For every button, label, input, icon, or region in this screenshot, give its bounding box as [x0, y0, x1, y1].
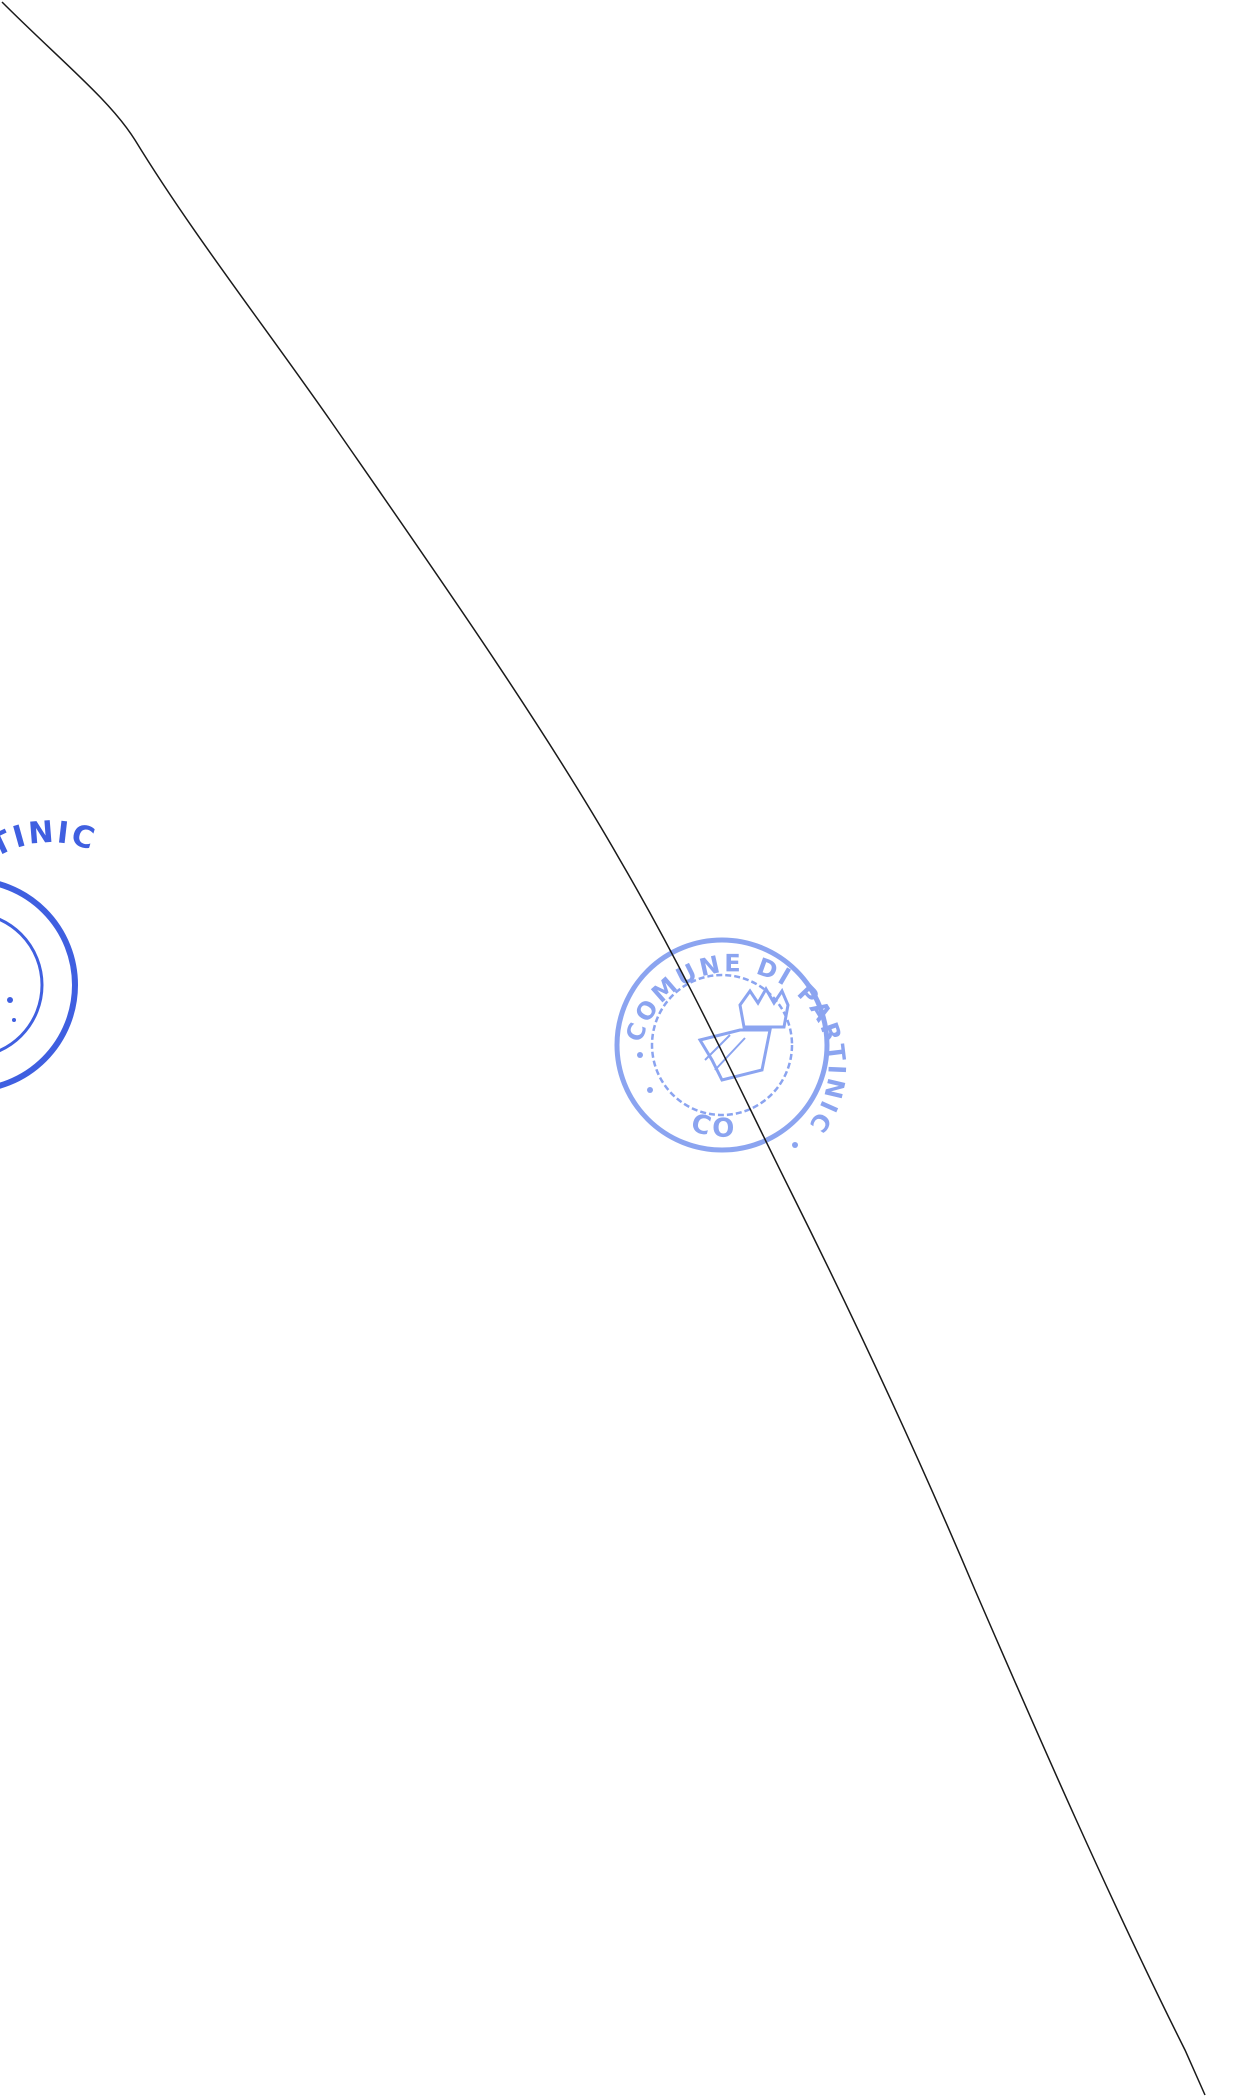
left-stamp-inner-ring: [0, 917, 44, 1053]
center-stamp-text-top: COMUNE DI PARTINICO: [0, 0, 851, 1140]
left-stamp: DI PARTINIC: [0, 815, 98, 1089]
center-stamp-outer-ring: [614, 937, 830, 1153]
left-stamp-outer-ring: [0, 881, 78, 1089]
left-stamp-dot: [12, 1018, 16, 1022]
center-stamp-text-bottom: CO: [688, 1108, 738, 1143]
crown-crest-icon: [697, 985, 790, 1082]
left-stamp-dot: [7, 997, 13, 1003]
cancellation-line: [1, 1, 1206, 2096]
center-stamp-dot: [637, 1052, 643, 1058]
center-stamp-dot: [647, 1087, 653, 1093]
center-stamp: COMUNE DI PARTINICO CO: [0, 0, 851, 1153]
center-stamp-inner-ring: [650, 973, 794, 1117]
center-stamp-dot: [792, 1142, 798, 1148]
